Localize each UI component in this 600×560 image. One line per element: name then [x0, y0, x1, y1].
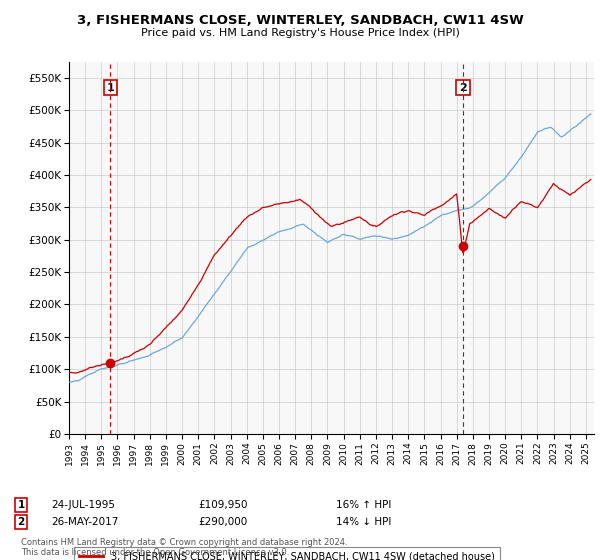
Text: 3, FISHERMANS CLOSE, WINTERLEY, SANDBACH, CW11 4SW: 3, FISHERMANS CLOSE, WINTERLEY, SANDBACH… — [77, 14, 523, 27]
Text: 2: 2 — [17, 517, 25, 527]
Text: 16% ↑ HPI: 16% ↑ HPI — [336, 500, 391, 510]
Legend: 3, FISHERMANS CLOSE, WINTERLEY, SANDBACH, CW11 4SW (detached house), HPI: Averag: 3, FISHERMANS CLOSE, WINTERLEY, SANDBACH… — [74, 547, 500, 560]
Text: 14% ↓ HPI: 14% ↓ HPI — [336, 517, 391, 527]
Text: 1: 1 — [17, 500, 25, 510]
Text: Contains HM Land Registry data © Crown copyright and database right 2024.
This d: Contains HM Land Registry data © Crown c… — [21, 538, 347, 557]
Text: 26-MAY-2017: 26-MAY-2017 — [51, 517, 118, 527]
Text: 2: 2 — [459, 82, 467, 92]
Text: £109,950: £109,950 — [198, 500, 248, 510]
Text: 24-JUL-1995: 24-JUL-1995 — [51, 500, 115, 510]
Text: Price paid vs. HM Land Registry's House Price Index (HPI): Price paid vs. HM Land Registry's House … — [140, 28, 460, 38]
Text: 1: 1 — [106, 82, 114, 92]
Text: £290,000: £290,000 — [198, 517, 247, 527]
